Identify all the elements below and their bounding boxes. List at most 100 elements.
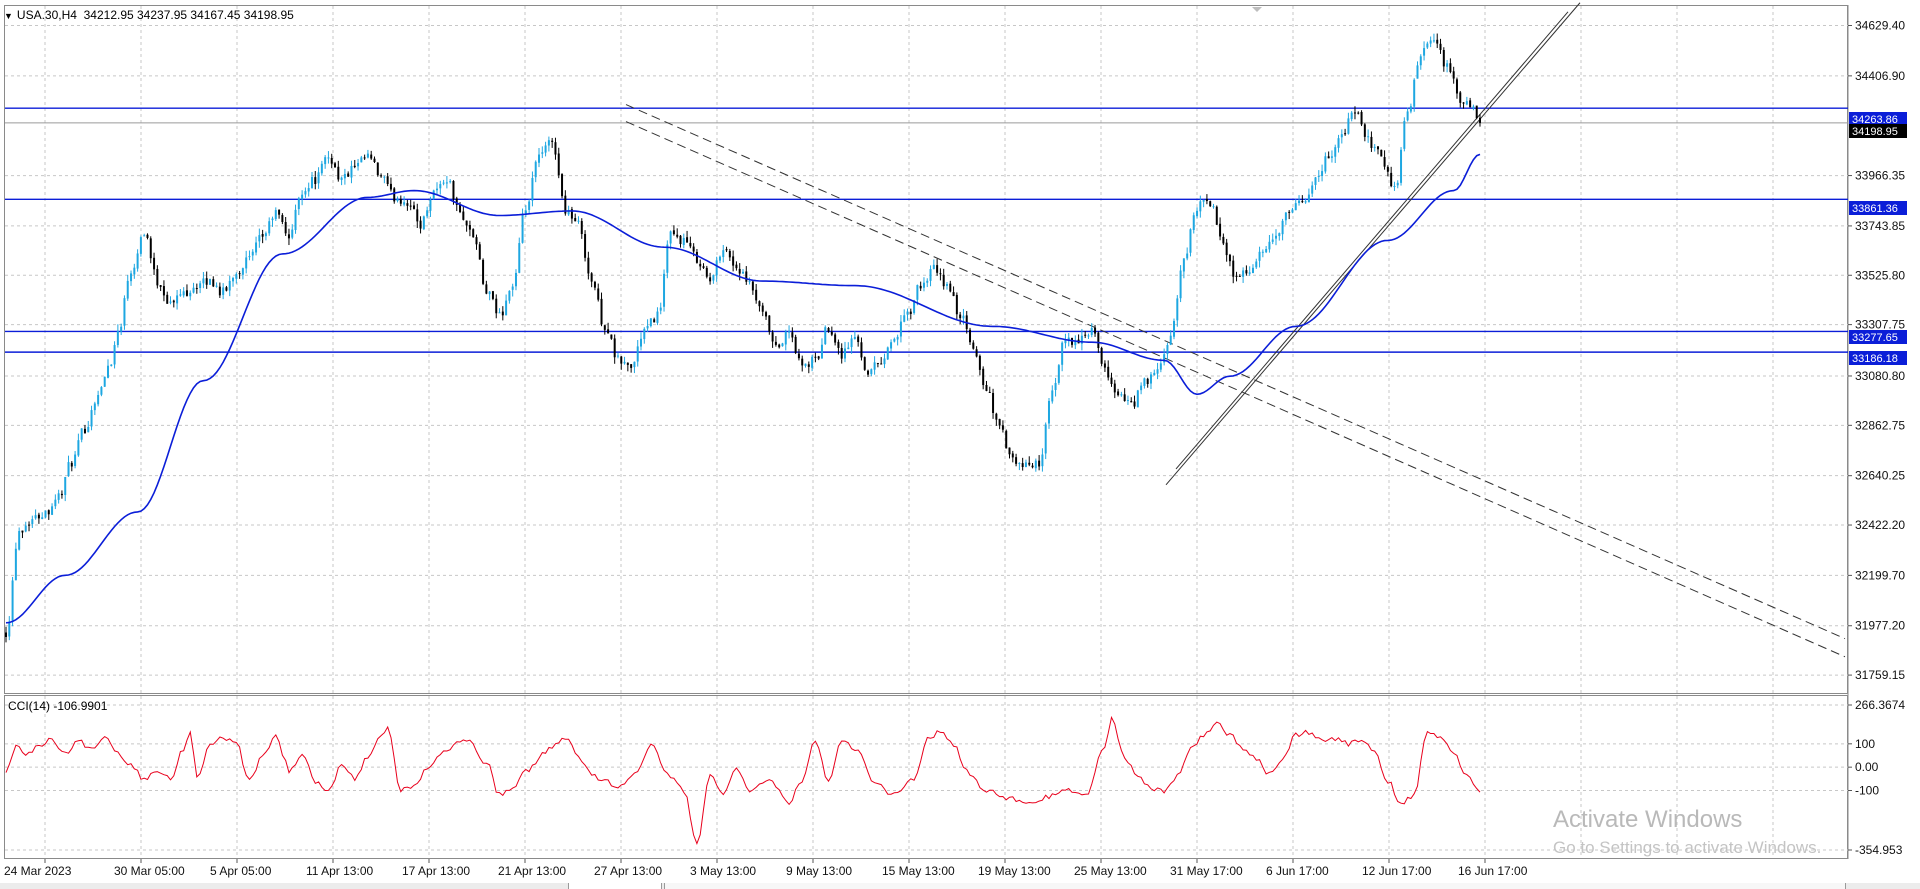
candle-body <box>478 244 481 260</box>
candle-body <box>54 499 57 507</box>
candle-body <box>751 281 754 291</box>
candle-body <box>623 361 626 364</box>
candle-body <box>949 283 952 292</box>
scroll-marker-icon[interactable] <box>1252 7 1262 12</box>
time-tick-label: 27 Apr 13:00 <box>594 864 662 878</box>
candle-body <box>742 271 744 274</box>
candle-body <box>159 285 162 287</box>
chart-tab-bar <box>0 883 1920 889</box>
candle-body <box>34 515 37 519</box>
trendlines[interactable] <box>625 2 1846 658</box>
time-tick-label: 24 Mar 2023 <box>4 864 72 878</box>
candle-body <box>797 353 800 359</box>
price-tag-label: 33186.18 <box>1852 353 1898 365</box>
candle-body <box>1202 199 1205 202</box>
candle-body <box>1311 185 1314 194</box>
candle-body <box>205 278 208 285</box>
horizontal-levels[interactable] <box>5 107 1848 353</box>
candle-body <box>495 298 498 314</box>
candle-body <box>340 177 343 180</box>
candle-body <box>1432 40 1435 42</box>
candle-body <box>1288 211 1291 213</box>
candle-body <box>1423 48 1426 56</box>
candle-body <box>475 237 478 245</box>
candle-body <box>748 280 751 283</box>
candle-body <box>1133 401 1136 407</box>
trendline[interactable] <box>625 104 1846 640</box>
candle-body <box>505 300 508 316</box>
cci-tick-label: 0.00 <box>1855 760 1879 774</box>
candle-body <box>350 165 353 178</box>
candle-body <box>672 230 675 235</box>
candle-body <box>820 344 823 359</box>
candle-body <box>57 493 60 500</box>
candle-body <box>439 184 442 189</box>
candle-body <box>1330 156 1333 158</box>
candle-body <box>123 298 126 326</box>
candle-body <box>699 263 702 267</box>
candle-body <box>1146 378 1149 384</box>
candle-body <box>24 525 27 532</box>
price-tick-label: 33080.80 <box>1855 369 1905 383</box>
trendline[interactable] <box>625 121 1846 658</box>
trendline[interactable] <box>1175 11 1569 470</box>
candle-body <box>718 256 721 261</box>
candle-body <box>1143 378 1146 386</box>
candle-body <box>18 530 21 550</box>
candle-body <box>853 337 856 339</box>
candle-body <box>218 286 221 296</box>
candle-body <box>1126 400 1129 402</box>
candle-body <box>436 188 439 191</box>
candle-body <box>561 174 564 197</box>
candle-body <box>1179 270 1182 299</box>
candle-body <box>640 338 643 347</box>
activate-windows-title: Activate Windows <box>1553 806 1743 833</box>
trendline[interactable] <box>1165 2 1581 486</box>
candle-body <box>834 334 837 343</box>
candle-body <box>521 214 524 243</box>
candle-body <box>1038 460 1041 467</box>
candle-body <box>587 257 590 274</box>
candle-body <box>1034 460 1037 469</box>
candle-body <box>1245 270 1248 274</box>
candle-body <box>577 220 580 222</box>
candle-body <box>67 462 70 477</box>
candle-body <box>689 242 692 247</box>
candle-body <box>1409 106 1412 112</box>
candle-body <box>139 237 142 254</box>
candle-body <box>472 229 475 238</box>
dropdown-triangle-icon[interactable]: ▼ <box>4 11 13 21</box>
price-tag-bg <box>1849 351 1907 365</box>
candle-body <box>320 163 323 174</box>
candle-body <box>1452 71 1455 79</box>
candle-body <box>837 341 840 348</box>
candle-body <box>225 287 228 291</box>
price-tick-label: 32862.75 <box>1855 418 1905 432</box>
candle-body <box>130 273 133 282</box>
candle-body <box>426 210 429 217</box>
candle-body <box>37 514 40 519</box>
candle-body <box>199 283 202 289</box>
chart-scrollbar[interactable] <box>664 883 1846 889</box>
chart-tab[interactable] <box>568 883 662 889</box>
candle-body <box>146 234 149 238</box>
candle-body <box>653 319 656 323</box>
candle-body <box>1212 206 1215 208</box>
candle-body <box>1380 149 1383 157</box>
candle-body <box>44 510 47 518</box>
candle-body <box>863 357 866 370</box>
candle-body <box>745 271 748 282</box>
candle-body <box>955 294 958 315</box>
candle-body <box>491 291 494 299</box>
candle-body <box>669 231 672 244</box>
candle-body <box>110 364 113 366</box>
time-tick-label: 12 Jun 17:00 <box>1362 864 1432 878</box>
candle-body <box>215 285 218 287</box>
candle-body <box>1209 201 1212 207</box>
candle-body <box>1416 65 1419 79</box>
candle-body <box>445 182 448 184</box>
candle-body <box>1163 354 1166 363</box>
candle-body <box>1047 400 1050 424</box>
price-tick-label: 34406.90 <box>1855 69 1905 83</box>
